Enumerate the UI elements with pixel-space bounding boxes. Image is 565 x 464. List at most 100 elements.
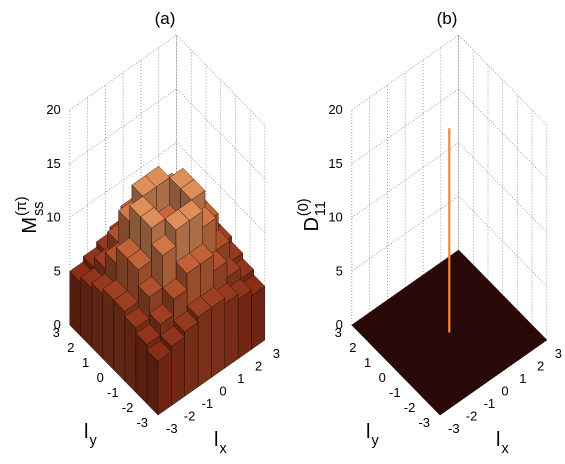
z-tick-label: 0 [336,317,343,332]
grid-line [425,110,533,401]
chart-title: (b) [437,9,458,28]
y-tick-label: -3 [136,415,148,430]
cell-side [157,351,172,416]
cell-top [180,179,206,201]
grid-line [69,34,266,126]
cell-top [126,248,152,271]
z-tick-label: 0 [54,317,61,332]
x-axis-label-base: l [214,429,218,451]
x-tick-label: 2 [255,359,262,374]
y-tick-label: 3 [53,325,60,340]
y-tick-label: -2 [122,400,134,415]
cell-top [428,394,454,416]
x-tick-label: -2 [466,409,478,424]
grid-line [69,35,178,326]
grid-line [395,80,504,371]
y-tick-label: 2 [349,340,356,355]
z-axis-label: Mss(π) [14,196,47,233]
z-tick-label: 5 [54,263,61,278]
z-tick-label: 10 [46,210,60,225]
grid-line [410,95,518,386]
y-tick-label: -2 [404,400,416,415]
chart-title: (a) [155,9,176,28]
x-tick-label: -1 [202,396,214,411]
x-tick-label: 2 [537,359,544,374]
z-tick-label: 10 [328,210,342,225]
cell-side [124,316,137,393]
cell-top [135,323,161,345]
cell-top [140,207,166,229]
y-tick-label: 3 [335,325,342,340]
y-axis-label-sub: y [371,433,379,449]
cell-side [237,289,252,360]
x-tick-label: -1 [484,396,496,411]
z-axis-label-sub: 11 [313,201,329,216]
y-tick-label: -3 [418,415,430,430]
cell-top [146,340,172,362]
grid-line [143,110,251,401]
z-axis-label-sub: ss [31,202,47,216]
y-tick-label: 1 [82,355,89,370]
x-tick-label: -2 [184,409,196,424]
grid-line [366,50,474,341]
cell-top [137,276,163,298]
z-tick-label: 20 [328,102,342,117]
z-tick-label: 5 [336,263,343,278]
grid-line [351,34,548,126]
grid-line [380,65,489,356]
cell [428,394,454,416]
x-axis-label-base: l [496,429,500,451]
cell-side [102,288,115,371]
y-axis-label-base: l [366,421,370,443]
cell-side [113,299,126,382]
cell-top [113,290,139,312]
x-axis-label-sub: x [219,441,227,457]
cell-side [224,293,239,369]
grid-line [439,125,548,416]
cell [146,340,172,416]
cell-top [148,303,174,325]
y-axis-label-base: l [84,421,88,443]
z-axis-label-base: D [301,217,323,231]
z-axis-label-sup: (0) [296,198,312,216]
cell-side [251,285,265,350]
y-axis-label-sub: y [89,433,97,449]
cell-top [186,296,212,318]
z-axis-label-sup: (π) [14,196,30,216]
grid-line [98,65,207,356]
y-tick-label: 0 [97,370,104,385]
grid-line [351,35,460,326]
cell-top [173,310,199,333]
cell-side [211,297,225,378]
x-tick-label: 1 [519,371,526,386]
z-tick-label: 20 [46,102,60,117]
cell-top [175,252,201,274]
z-axis-label-base: M [19,217,41,234]
cell-side [80,276,93,348]
cell-top [151,234,177,256]
x-tick-label: -3 [166,421,178,436]
cell-side [135,332,148,405]
x-tick-label: 0 [219,384,226,399]
y-tick-label: 0 [379,370,386,385]
cell-side [184,321,199,397]
cell-top [131,175,157,197]
y-tick-label: -1 [107,385,119,400]
x-tick-label: 0 [501,384,508,399]
x-tick-label: 3 [555,346,562,361]
grid-line [113,80,222,371]
grid-line [128,95,236,386]
cell-top [162,278,188,300]
cell-top [160,325,186,347]
cell-side [197,307,212,388]
y-tick-label: 1 [364,355,371,370]
z-axis-label: D11(0) [296,198,329,231]
z-tick-label: 15 [46,156,60,171]
